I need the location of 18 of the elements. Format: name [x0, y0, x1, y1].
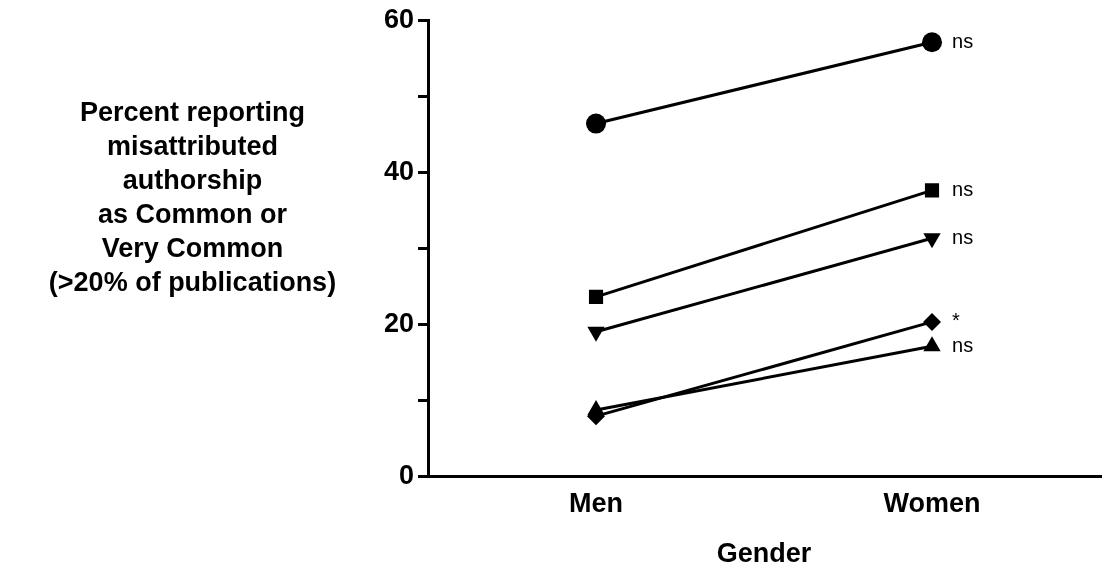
x-tick-label: Men [569, 487, 624, 518]
point [922, 32, 943, 53]
x-tick-label: Women [883, 487, 981, 518]
annotation: ns [952, 225, 974, 248]
point [924, 183, 940, 198]
y-tick-label: 40 [383, 155, 415, 186]
annotation: ns [952, 29, 974, 52]
annotation: ns [952, 333, 974, 356]
y-tick-label: 20 [383, 307, 415, 338]
annotation: * [952, 309, 961, 332]
point [923, 312, 942, 331]
point [588, 289, 604, 304]
y-tick-label: 60 [383, 3, 415, 34]
y-axis-title: Percent reporting misattributed authorship as Common or Very Common (>20% of publications) [47, 96, 338, 299]
point [586, 113, 607, 134]
y-tick-label: 0 [399, 459, 415, 490]
x-axis-title: Gender [716, 538, 812, 569]
annotation: ns [952, 177, 974, 200]
